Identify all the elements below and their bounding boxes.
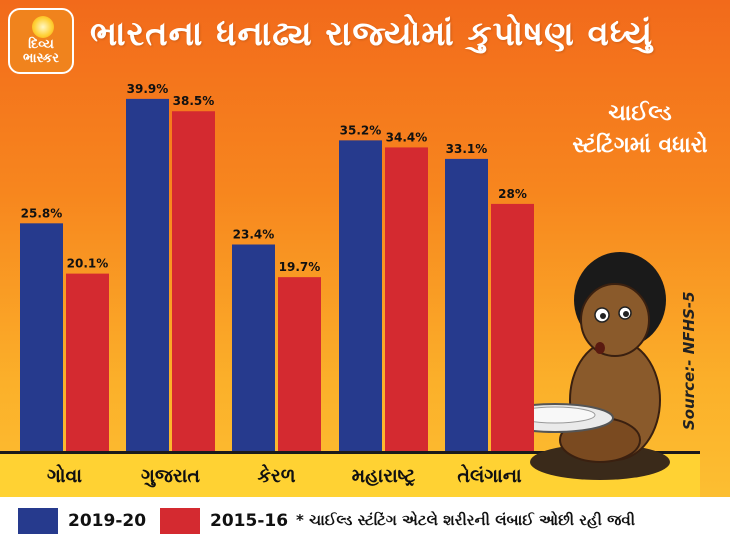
- legend-band: [0, 497, 730, 548]
- sun-icon: [32, 16, 54, 38]
- data-label-2015-16-2: 19.7%: [279, 260, 321, 274]
- legend-item-2019: 2019-20: [18, 508, 146, 534]
- logo-line-2: ભાસ્કર: [23, 51, 59, 66]
- bar-2015-16-2: [278, 277, 321, 451]
- data-label-2019-20-0: 25.8%: [21, 206, 63, 220]
- data-label-2015-16-1: 38.5%: [173, 94, 215, 108]
- source-note: Source:- NFHS-5: [680, 291, 698, 430]
- category-label-4: તેલંગાના: [457, 464, 522, 487]
- bar-2019-20-1: [126, 98, 169, 451]
- page-title: ભારતના ધનાઢ્ય રાજ્યોમાં કુપોષણ વધ્યું: [90, 14, 654, 54]
- data-label-2019-20-1: 39.9%: [127, 82, 169, 96]
- category-label-3: મહારાષ્ટ્ર: [352, 465, 416, 487]
- data-label-2015-16-3: 34.4%: [386, 130, 428, 144]
- bar-2019-20-2: [232, 244, 275, 451]
- child-illustration: [496, 252, 670, 480]
- bar-2015-16-0: [66, 273, 109, 451]
- brand-logo: દિવ્ય ભાસ્કર: [8, 8, 74, 74]
- category-label-1: ગુજરાત: [141, 465, 200, 487]
- legend-swatch-2015: [160, 508, 200, 534]
- side-note-line-1: ચાઈલ્ડ: [608, 101, 672, 126]
- data-label-2019-20-3: 35.2%: [340, 123, 382, 137]
- side-note: ચાઈલ્ડ સ્ટંટિંગમાં વધારો: [560, 98, 720, 162]
- bar-2015-16-4: [491, 203, 534, 451]
- category-label-0: ગોવા: [47, 464, 82, 487]
- data-label-2015-16-4: 28%: [498, 187, 527, 201]
- logo-line-1: દિવ્ય: [28, 37, 54, 52]
- side-note-line-2: સ્ટંટિંગમાં વધારો: [572, 133, 708, 158]
- legend-label-2019: 2019-20: [68, 511, 147, 531]
- legend-label-2015: 2015-16: [210, 511, 289, 531]
- data-label-2019-20-4: 33.1%: [446, 142, 488, 156]
- category-label-2: કેરળ: [257, 464, 295, 487]
- data-label-2015-16-0: 20.1%: [67, 257, 109, 271]
- legend-item-2015: 2015-16: [160, 508, 288, 534]
- footnote: * ચાઈલ્ડ સ્ટંટિંગ એટલે શરીરની લંબાઈ ઓછી …: [296, 511, 636, 529]
- bar-2019-20-4: [445, 158, 488, 451]
- data-label-2019-20-2: 23.4%: [233, 227, 275, 241]
- bar-2019-20-0: [20, 223, 63, 451]
- bar-2015-16-1: [172, 111, 215, 452]
- legend-swatch-2019: [18, 508, 58, 534]
- bar-2015-16-3: [385, 147, 428, 452]
- bar-2019-20-3: [339, 140, 382, 452]
